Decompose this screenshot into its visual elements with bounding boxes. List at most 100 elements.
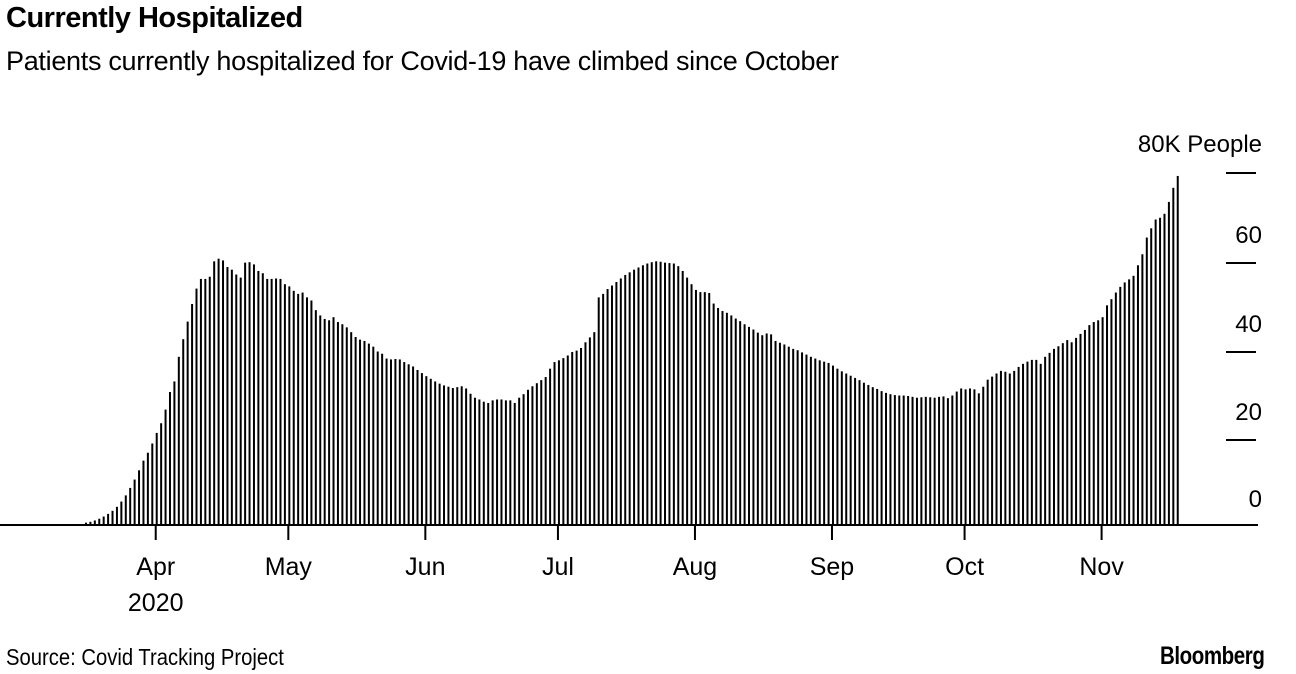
bar xyxy=(102,516,105,524)
bar xyxy=(672,263,675,524)
bar xyxy=(385,358,388,524)
bar xyxy=(456,387,459,524)
bar xyxy=(429,378,432,524)
bar xyxy=(880,391,883,524)
bar xyxy=(469,393,472,524)
bar xyxy=(222,260,225,524)
bar xyxy=(420,373,423,524)
bar xyxy=(1026,361,1029,524)
bar xyxy=(478,399,481,524)
bar xyxy=(986,379,989,524)
bar xyxy=(509,400,512,524)
bar xyxy=(938,396,941,524)
bar xyxy=(761,335,764,524)
bar xyxy=(204,278,207,524)
bar xyxy=(438,383,441,524)
bar xyxy=(889,394,892,524)
bar xyxy=(902,395,905,524)
bar xyxy=(443,385,446,524)
bar xyxy=(518,397,521,524)
bar xyxy=(244,262,247,524)
bar xyxy=(898,395,901,524)
bar xyxy=(756,332,759,524)
bar xyxy=(367,343,370,524)
bar xyxy=(323,318,326,524)
bar xyxy=(297,293,300,524)
bar xyxy=(332,317,335,524)
bar xyxy=(946,398,949,524)
bar xyxy=(681,271,684,524)
bar xyxy=(261,273,264,524)
bar xyxy=(531,386,534,524)
bar xyxy=(1097,320,1100,524)
bar xyxy=(482,401,485,524)
bar xyxy=(619,278,622,524)
bar xyxy=(111,510,114,524)
bar xyxy=(602,293,605,524)
bar xyxy=(1136,265,1139,524)
bar xyxy=(929,397,932,524)
bar xyxy=(301,292,304,524)
bar xyxy=(1110,299,1113,524)
chart-subtitle: Patients currently hospitalized for Covi… xyxy=(6,46,839,76)
bar xyxy=(995,373,998,524)
x-tick-oct xyxy=(963,526,966,540)
bar xyxy=(606,289,609,524)
bar xyxy=(655,261,658,524)
bar xyxy=(89,521,92,524)
bar xyxy=(473,397,476,524)
bar xyxy=(199,278,202,524)
bar xyxy=(1123,282,1126,524)
bar xyxy=(217,258,220,524)
bar xyxy=(637,267,640,524)
bar xyxy=(1030,359,1033,524)
bar xyxy=(814,358,817,524)
bar xyxy=(686,277,689,524)
bar xyxy=(893,395,896,524)
bar xyxy=(412,366,415,524)
bar xyxy=(266,278,269,524)
bar xyxy=(580,348,583,524)
bar xyxy=(1013,370,1016,524)
bar xyxy=(1154,219,1157,524)
bar xyxy=(1132,275,1135,524)
bar xyxy=(1070,342,1073,524)
bar xyxy=(823,361,826,524)
bar xyxy=(562,358,565,524)
bar xyxy=(465,388,468,524)
bar xyxy=(1052,348,1055,524)
bar xyxy=(513,403,516,524)
bar xyxy=(752,329,755,524)
bar xyxy=(1083,329,1086,524)
bar xyxy=(778,342,781,524)
bar xyxy=(173,381,176,524)
bar xyxy=(151,443,154,524)
bar xyxy=(381,353,384,524)
bar xyxy=(540,380,543,524)
x-tick-jun xyxy=(424,526,427,540)
bar xyxy=(1092,322,1095,524)
y-tick-label-60: 60 xyxy=(1235,222,1262,249)
bar xyxy=(336,322,339,524)
bar xyxy=(792,348,795,524)
y-tick-80 xyxy=(1226,172,1256,174)
bar xyxy=(951,395,954,524)
bar xyxy=(549,368,552,524)
bar xyxy=(1079,333,1082,524)
bar xyxy=(398,359,401,524)
bar xyxy=(1004,371,1007,524)
bar xyxy=(146,452,149,524)
y-tick-label-40: 40 xyxy=(1235,311,1262,338)
bar xyxy=(730,315,733,524)
y-tick-label-0: 0 xyxy=(1248,486,1262,513)
bar xyxy=(840,371,843,524)
bar xyxy=(964,389,967,524)
bar xyxy=(168,392,171,524)
bar xyxy=(160,423,163,524)
bar xyxy=(659,261,662,524)
x-tick-apr xyxy=(154,526,157,540)
bar xyxy=(584,342,587,524)
bar xyxy=(1145,237,1148,524)
